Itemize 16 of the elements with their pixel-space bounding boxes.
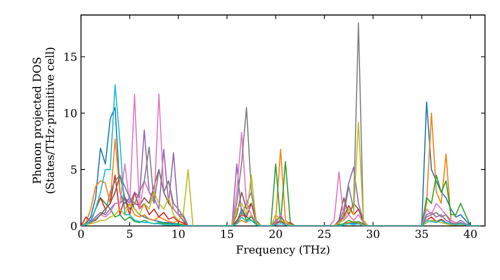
y-tick-label: 10	[64, 109, 77, 118]
x-tick-label: 35	[416, 230, 428, 238]
x-tick-label: 10	[172, 230, 185, 238]
x-axis-title: Frequency (THz)	[236, 245, 330, 256]
y-tick-label: 15	[64, 52, 76, 61]
y-tick-label: 0	[71, 222, 77, 230]
x-tick-label: 30	[366, 230, 380, 238]
x-tick-label: 0	[78, 230, 84, 238]
text: Phonon projected DOS	[32, 58, 44, 184]
x-tick-label: 15	[221, 230, 234, 238]
x-tick-label: 25	[318, 230, 331, 238]
y-tick-label: 5	[71, 165, 76, 174]
x-tick-label: 5	[127, 230, 132, 238]
x-tick-label: 40	[464, 230, 477, 238]
text: (States/THz·primitive cell)	[45, 48, 56, 194]
x-tick-label: 20	[269, 230, 282, 238]
